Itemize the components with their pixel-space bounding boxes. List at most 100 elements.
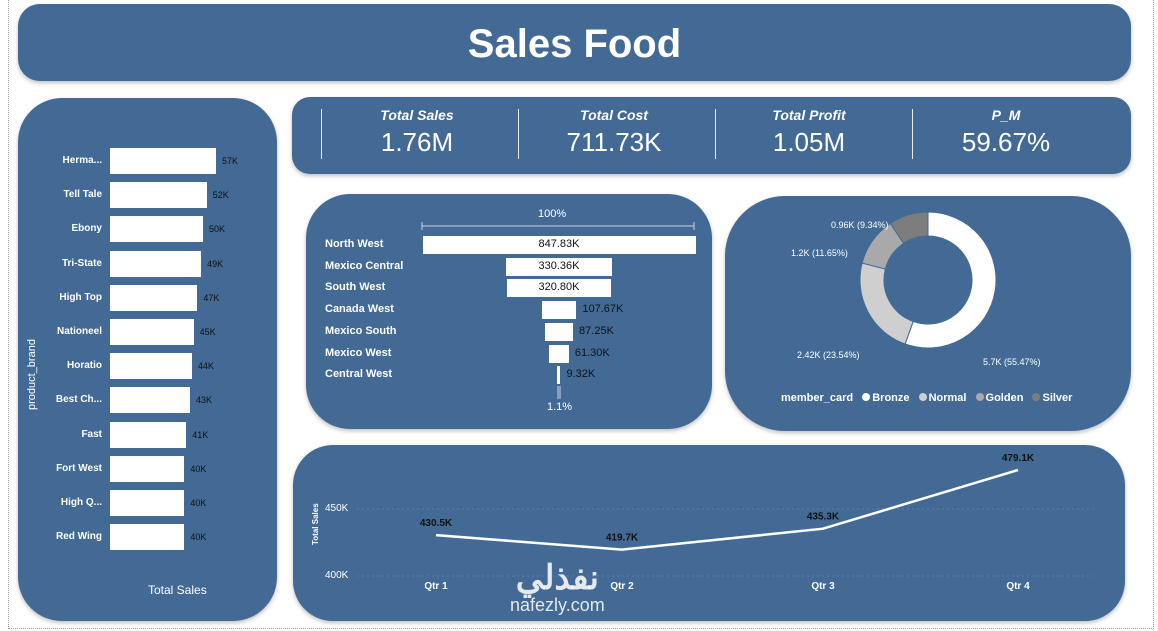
quarterly-sales-line-panel[interactable]: Total Sales 450K 400K 430.5K Qtr 1 419.7K Q… bbox=[293, 445, 1125, 621]
donut-slice-silver[interactable] bbox=[889, 211, 929, 245]
dashboard-frame bbox=[8, 0, 1154, 629]
legend-item-normal[interactable]: Normal bbox=[928, 392, 967, 404]
brand-bar[interactable] bbox=[110, 250, 202, 277]
funnel-bar[interactable] bbox=[541, 301, 577, 320]
kpi-divider bbox=[321, 109, 322, 159]
kpi-profit-margin[interactable]: P_M 59.67% bbox=[908, 107, 1104, 158]
funnel-bar[interactable] bbox=[507, 279, 611, 298]
brand-bar[interactable] bbox=[110, 524, 185, 551]
brand-bar[interactable] bbox=[110, 284, 198, 311]
watermark-logo: نفذلي nafezly.com bbox=[510, 560, 605, 614]
donut-chart bbox=[859, 211, 997, 349]
brand-bar[interactable] bbox=[110, 182, 207, 209]
funnel-value-label: 320.80K bbox=[538, 281, 580, 294]
brand-bar[interactable] bbox=[110, 148, 216, 174]
kpi-total-cost[interactable]: Total Cost 711.73K bbox=[516, 107, 712, 158]
funnel-bar[interactable] bbox=[544, 322, 574, 341]
brand-label: Tell Tale bbox=[63, 189, 102, 201]
brand-value-label: 40K bbox=[190, 532, 207, 543]
donut-slice-normal[interactable] bbox=[859, 262, 914, 345]
kpi-total-sales[interactable]: Total Sales 1.76M bbox=[319, 107, 515, 158]
donut-label-silver: 0.96K (9.34%) bbox=[831, 220, 889, 230]
brand-label: Herma... bbox=[62, 155, 102, 166]
brand-bar[interactable] bbox=[110, 490, 185, 516]
legend-item-golden[interactable]: Golden bbox=[985, 392, 1024, 404]
legend-dot-silver bbox=[1032, 393, 1041, 401]
kpi-value: 59.67% bbox=[961, 127, 1051, 157]
kpi-label: Total Cost bbox=[580, 107, 648, 123]
funnel-bar[interactable] bbox=[549, 344, 569, 363]
donut-label-normal: 2.42K (23.54%) bbox=[797, 350, 860, 360]
brand-bar[interactable] bbox=[110, 319, 194, 345]
kpi-label: P_M bbox=[991, 107, 1021, 123]
brand-bar[interactable] bbox=[110, 387, 190, 414]
donut-slice-bronze[interactable] bbox=[904, 211, 997, 349]
brand-label: High Top bbox=[59, 291, 102, 303]
kpi-divider bbox=[912, 109, 913, 159]
funnel-guides bbox=[421, 222, 695, 399]
brand-label: Best Ch... bbox=[55, 394, 102, 406]
brand-label: Ebony bbox=[71, 223, 102, 235]
brand-bar[interactable] bbox=[110, 421, 187, 448]
funnel-bottom-percent: 1.1% bbox=[547, 401, 573, 413]
title-panel: Sales Food bbox=[18, 4, 1131, 81]
funnel-label: Canada West bbox=[325, 303, 394, 316]
y-tick-450k: 450K bbox=[325, 503, 349, 514]
legend-dot-golden bbox=[975, 393, 984, 401]
funnel-label: Mexico West bbox=[325, 346, 392, 359]
kpi-divider bbox=[715, 109, 716, 159]
brand-value-label: 49K bbox=[207, 258, 224, 269]
funnel-value-label: 847.83K bbox=[538, 238, 580, 250]
brand-chart-panel[interactable]: product_brand Herma... 57K Tell Tale 52K Ebo… bbox=[18, 98, 277, 621]
brand-bar[interactable] bbox=[110, 353, 192, 380]
funnel-label: South West bbox=[325, 281, 386, 294]
brand-bar[interactable] bbox=[110, 455, 185, 482]
brand-label: Fort West bbox=[56, 462, 102, 474]
x-tick-label: Qtr 1 bbox=[424, 581, 448, 592]
funnel-value-label: 87.25K bbox=[579, 324, 614, 337]
member-card-donut-panel[interactable]: 0.96K (9.34%) 1.2K (11.65%) 2.42K (23.54… bbox=[725, 196, 1131, 431]
kpi-value: 1.76M bbox=[380, 127, 454, 157]
brand-value-label: 43K bbox=[195, 395, 212, 406]
page-title: Sales Food bbox=[467, 22, 682, 66]
kpi-value: 1.05M bbox=[772, 127, 846, 157]
brand-value-label: 41K bbox=[192, 429, 209, 440]
brand-value-label: 47K bbox=[203, 292, 220, 303]
line-data-label: 419.7K bbox=[606, 533, 639, 544]
x-tick-label: Qtr 3 bbox=[811, 581, 835, 592]
legend-title: member_card bbox=[781, 392, 854, 404]
kpi-divider bbox=[518, 109, 519, 159]
funnel-bar[interactable] bbox=[505, 257, 613, 276]
brand-value-label: 40K bbox=[190, 498, 207, 508]
brand-bar[interactable] bbox=[110, 216, 203, 243]
funnel-bar[interactable] bbox=[557, 366, 561, 385]
kpi-total-profit[interactable]: Total Profit 1.05M bbox=[711, 107, 907, 158]
brand-label: Nationeel bbox=[56, 326, 102, 337]
kpi-panel: Total Sales 1.76M Total Cost 711.73K Tot… bbox=[292, 97, 1131, 174]
line-gridlines bbox=[357, 508, 1093, 577]
brand-label: Red Wing bbox=[55, 531, 102, 543]
donut-legend: member_card Bronze Normal Golden Silver bbox=[781, 392, 1072, 404]
legend-dot-bronze bbox=[862, 393, 871, 401]
brand-x-axis-label: Total Sales bbox=[148, 583, 207, 597]
sales-line[interactable] bbox=[435, 468, 1019, 551]
funnel-top-percent: 100% bbox=[538, 208, 567, 220]
y-tick-400k: 400K bbox=[325, 570, 349, 581]
watermark-text: نفذلي bbox=[515, 559, 599, 597]
funnel-value-label: 9.32K bbox=[566, 368, 596, 381]
funnel-label: Mexico Central bbox=[325, 259, 404, 272]
legend-item-silver[interactable]: Silver bbox=[1042, 392, 1073, 404]
legend-item-bronze[interactable]: Bronze bbox=[872, 392, 910, 404]
donut-label-golden: 1.2K (11.65%) bbox=[791, 248, 848, 258]
region-funnel-panel[interactable]: 100% 1.1% North West 847.83K Mexico Centra… bbox=[306, 194, 712, 429]
kpi-value: 711.73K bbox=[566, 127, 662, 157]
brand-label: High Q... bbox=[60, 497, 102, 508]
funnel-value-label: 330.36K bbox=[538, 259, 580, 272]
funnel-bar[interactable] bbox=[422, 236, 696, 254]
line-data-label: 479.1K bbox=[1002, 453, 1035, 464]
kpi-label: Total Sales bbox=[380, 107, 454, 123]
brand-label: Tri-State bbox=[61, 257, 102, 269]
kpi-label: Total Profit bbox=[772, 107, 846, 123]
x-tick-label: Qtr 4 bbox=[1006, 581, 1030, 592]
x-tick-label: Qtr 2 bbox=[610, 581, 634, 592]
